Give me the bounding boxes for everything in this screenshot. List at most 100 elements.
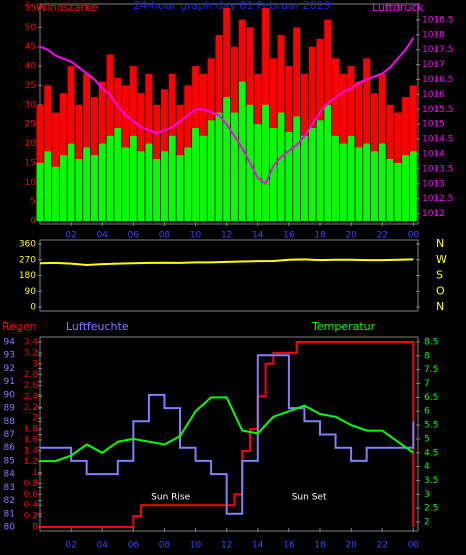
y3-tick-label: 7 [424, 379, 430, 389]
y-tick-label: 5 [30, 197, 36, 207]
wind-bar [90, 155, 98, 221]
y-tick-label: 40 [25, 62, 37, 72]
y3-tick-label: 4 [424, 462, 430, 472]
wind-bar [339, 143, 347, 221]
step-line [40, 354, 415, 515]
y3-tick-label: 6.5 [424, 393, 438, 403]
y2-tick-label: N [436, 237, 444, 250]
y-tick-label: 2.4 [24, 392, 39, 402]
x-tick-label: 16 [283, 231, 295, 241]
y-tick-label: 0.8 [24, 479, 39, 489]
y-tick-label: 1.4 [24, 446, 39, 456]
x-tick-label: 02 [65, 231, 76, 241]
y-tick-label: 0.2 [24, 512, 38, 522]
y2-tick-label: 85 [4, 456, 15, 466]
y-tick-label: 15 [25, 158, 36, 168]
wind-bar [52, 166, 60, 221]
y-tick-label: 0.6 [24, 490, 39, 500]
wind-bar [160, 151, 168, 221]
x-tick-label: 16 [283, 541, 295, 551]
wind-bar [122, 147, 130, 221]
line [40, 396, 414, 463]
y2-tick-label: 90 [4, 390, 16, 400]
y-tick-label: 0 [30, 217, 36, 227]
chart-title: 24-hour graph day 01 Februar 2023 [133, 0, 330, 12]
y-tick-label: 2 [32, 414, 38, 424]
wind-bar [300, 135, 308, 221]
wind-bar [394, 162, 402, 221]
wind-bar [59, 155, 67, 221]
x-tick-label: 18 [314, 231, 326, 241]
wind-bar [176, 155, 184, 221]
y-tick-label: 2.8 [24, 370, 39, 380]
wind-bar [67, 143, 75, 221]
x-tick-label: 10 [190, 231, 202, 241]
x-tick-label: 04 [96, 541, 108, 551]
wind-bar [402, 155, 410, 221]
y2-tick-label: 1013 [422, 179, 445, 189]
y2-tick-label: 1012 [422, 209, 445, 219]
y-tick-label: 0 [30, 303, 36, 313]
wind-bar [145, 143, 153, 221]
y3-tick-label: 2.5 [424, 504, 438, 514]
x-tick-label: 20 [345, 541, 357, 551]
wind-bar [238, 81, 246, 221]
x-tick-label: 02 [65, 541, 76, 551]
y2-tick-label: 86 [4, 443, 16, 453]
wind-bar [370, 151, 378, 221]
wind-axis-title: Windstärke [36, 1, 98, 14]
y2-tick-label: 92 [4, 364, 15, 374]
y2-tick-label: 89 [4, 404, 16, 414]
wind-bar [363, 143, 371, 221]
y3-tick-label: 3.5 [424, 476, 438, 486]
wind-bar [207, 120, 215, 221]
y2-tick-label: 1014.5 [422, 135, 454, 145]
wind-bar [285, 131, 293, 221]
wind-bar [106, 135, 114, 221]
y-tick-label: 360 [19, 240, 36, 250]
wind-bar [44, 151, 52, 221]
y2-tick-label: 1012.5 [422, 194, 454, 204]
wind-bar [378, 143, 386, 221]
y3-tick-label: 3 [424, 490, 430, 500]
wind-bar [168, 135, 176, 221]
y2-tick-label: 1018.5 [422, 15, 454, 25]
y2-tick-label: 88 [4, 417, 16, 427]
y-tick-label: 3.4 [24, 338, 39, 348]
y-tick-label: 1 [32, 468, 38, 478]
wind-bar [262, 104, 270, 221]
x-tick-label: 08 [159, 541, 171, 551]
y-tick-label: 2.2 [24, 403, 38, 413]
x-tick-label: 14 [252, 541, 264, 551]
y-tick-label: 10 [25, 178, 37, 188]
wind-bar [223, 97, 231, 221]
wind-bar [409, 151, 417, 221]
humidity-axis-title: Luftfeuchte [66, 320, 129, 333]
wind-bar [293, 116, 301, 221]
wind-bar [386, 159, 394, 221]
wind-bar [363, 58, 371, 221]
wind-bar [215, 112, 223, 221]
x-tick-label: 20 [345, 231, 357, 241]
y3-tick-label: 8 [424, 351, 430, 361]
y-tick-label: 55 [25, 4, 36, 14]
y2-tick-label: 80 [4, 523, 16, 533]
y3-tick-label: 5 [424, 434, 430, 444]
wind-bar [332, 135, 340, 221]
wind-bar [137, 151, 145, 221]
y-tick-label: 0 [32, 523, 38, 533]
y2-tick-label: W [436, 253, 447, 266]
y2-tick-label: 1017.5 [422, 45, 454, 55]
y-tick-label: 35 [25, 81, 36, 91]
wind-bar [355, 147, 363, 221]
y-tick-label: 3 [32, 359, 38, 369]
wind-bar [129, 135, 137, 221]
y3-tick-label: 5.5 [424, 421, 438, 431]
y-tick-label: 0.4 [24, 501, 39, 511]
x-tick-label: 00 [408, 541, 420, 551]
y-tick-label: 2.6 [24, 381, 39, 391]
y2-tick-label: 1017 [422, 60, 445, 70]
y2-tick-label: 83 [4, 483, 15, 493]
y2-tick-label: 81 [4, 509, 15, 519]
